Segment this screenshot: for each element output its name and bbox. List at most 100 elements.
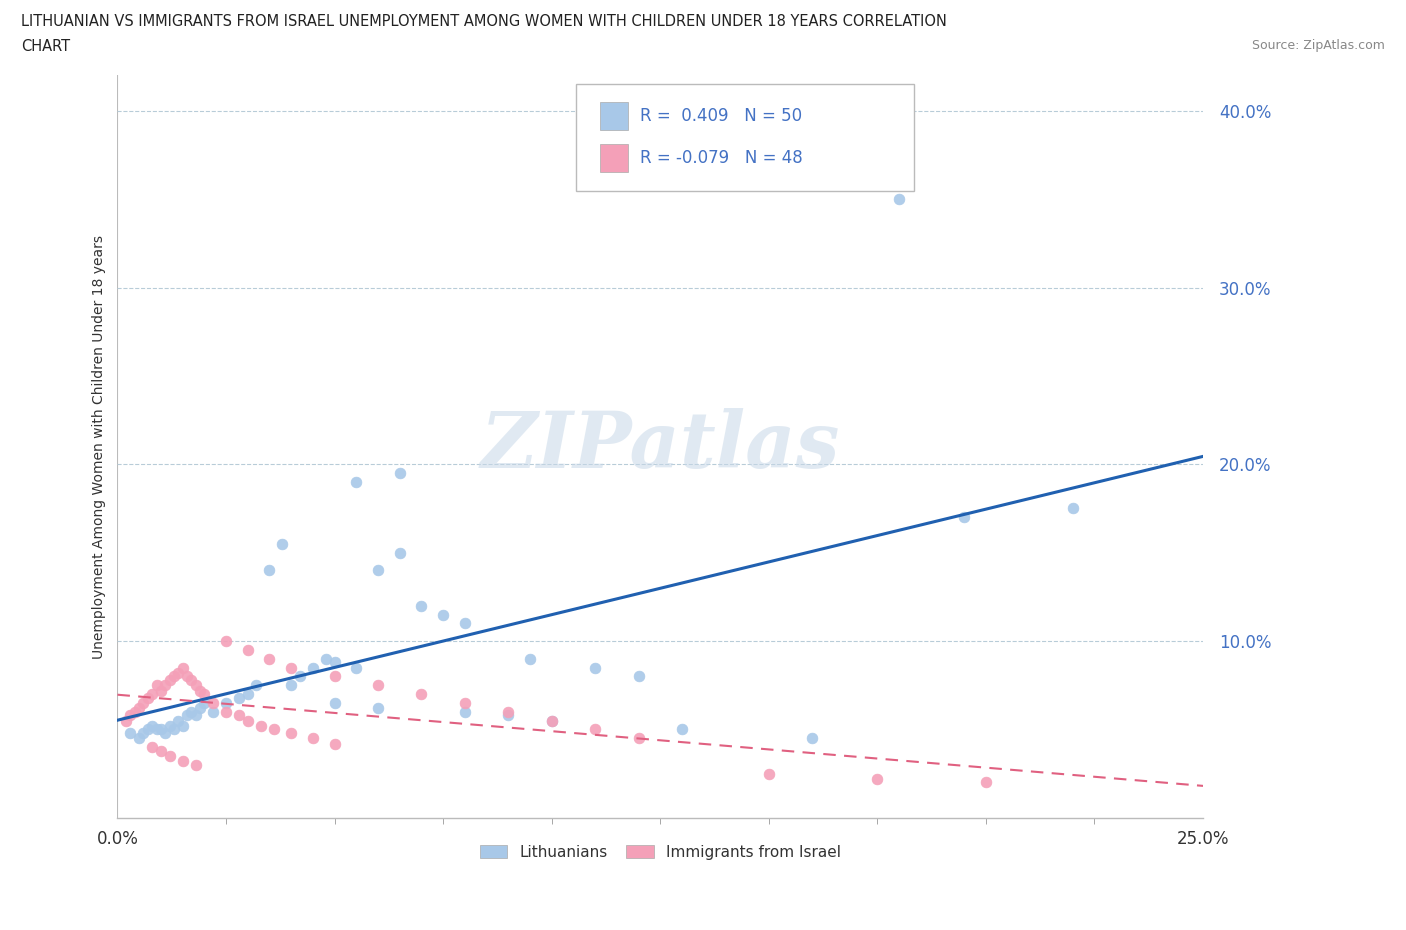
Text: R = -0.079   N = 48: R = -0.079 N = 48: [640, 149, 803, 167]
Point: [388, 466, 411, 481]
Point: [228, 708, 250, 723]
Point: [136, 690, 159, 705]
Point: [367, 678, 389, 693]
Point: [188, 683, 211, 698]
Point: [454, 616, 477, 631]
Point: [215, 633, 238, 648]
Point: [388, 545, 411, 560]
Point: [323, 669, 346, 684]
Point: [145, 722, 167, 737]
Point: [120, 725, 142, 740]
Point: [141, 739, 163, 754]
Point: [627, 731, 650, 746]
Text: LITHUANIAN VS IMMIGRANTS FROM ISRAEL UNEMPLOYMENT AMONG WOMEN WITH CHILDREN UNDE: LITHUANIAN VS IMMIGRANTS FROM ISRAEL UNE…: [21, 14, 948, 29]
Point: [432, 607, 454, 622]
Point: [496, 704, 519, 719]
Point: [163, 669, 186, 684]
Point: [188, 701, 211, 716]
Point: [141, 686, 163, 701]
Point: [540, 713, 562, 728]
Point: [184, 708, 207, 723]
Point: [627, 669, 650, 684]
Point: [236, 713, 259, 728]
Point: [974, 775, 997, 790]
Y-axis label: Unemployment Among Women with Children Under 18 years: Unemployment Among Women with Children U…: [93, 234, 107, 658]
Point: [155, 678, 177, 693]
Point: [236, 686, 259, 701]
Point: [344, 474, 367, 489]
Text: Source: ZipAtlas.com: Source: ZipAtlas.com: [1251, 39, 1385, 52]
Point: [323, 696, 346, 711]
Point: [315, 651, 337, 666]
Point: [263, 722, 285, 737]
Point: [228, 690, 250, 705]
Point: [323, 655, 346, 670]
Point: [176, 708, 198, 723]
Point: [172, 660, 194, 675]
Point: [141, 719, 163, 734]
Point: [887, 192, 910, 206]
Point: [496, 708, 519, 723]
Point: [184, 757, 207, 772]
Point: [136, 722, 159, 737]
Point: [367, 701, 389, 716]
Point: [280, 725, 302, 740]
Point: [953, 510, 976, 525]
Point: [176, 669, 198, 684]
Point: [128, 731, 150, 746]
Point: [159, 719, 181, 734]
Legend: Lithuanians, Immigrants from Israel: Lithuanians, Immigrants from Israel: [474, 839, 846, 866]
Point: [120, 708, 142, 723]
Point: [132, 725, 155, 740]
Point: [149, 743, 172, 758]
Point: [249, 719, 271, 734]
Point: [245, 678, 267, 693]
Point: [132, 696, 155, 711]
Point: [583, 660, 606, 675]
Point: [801, 731, 824, 746]
Point: [302, 731, 325, 746]
Point: [167, 665, 190, 680]
Point: [172, 719, 194, 734]
Point: [259, 563, 281, 578]
Point: [149, 683, 172, 698]
Point: [280, 660, 302, 675]
Point: [149, 722, 172, 737]
Point: [1062, 501, 1084, 516]
Point: [519, 651, 541, 666]
Text: CHART: CHART: [21, 39, 70, 54]
Point: [540, 713, 562, 728]
Point: [163, 722, 186, 737]
Point: [411, 598, 433, 613]
Text: R =  0.409   N = 50: R = 0.409 N = 50: [640, 107, 801, 126]
Point: [411, 686, 433, 701]
Point: [288, 669, 311, 684]
Point: [180, 672, 202, 687]
Point: [454, 696, 477, 711]
Point: [180, 704, 202, 719]
Point: [167, 713, 190, 728]
Point: [367, 563, 389, 578]
Point: [271, 537, 294, 551]
Point: [128, 701, 150, 716]
Point: [215, 704, 238, 719]
Point: [184, 678, 207, 693]
Point: [115, 713, 138, 728]
Point: [302, 660, 325, 675]
Point: [671, 722, 693, 737]
Point: [193, 686, 215, 701]
Point: [145, 678, 167, 693]
Point: [323, 737, 346, 751]
Point: [201, 696, 224, 711]
Text: ZIPatlas: ZIPatlas: [481, 408, 839, 485]
Point: [583, 722, 606, 737]
Point: [155, 725, 177, 740]
Point: [259, 651, 281, 666]
Point: [758, 766, 780, 781]
Point: [124, 704, 146, 719]
Point: [159, 749, 181, 764]
Point: [201, 704, 224, 719]
Point: [172, 754, 194, 769]
Point: [344, 660, 367, 675]
Point: [454, 704, 477, 719]
